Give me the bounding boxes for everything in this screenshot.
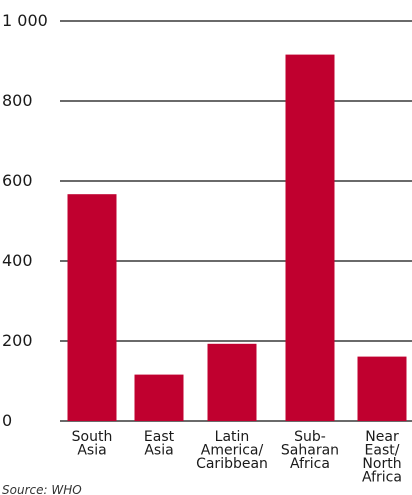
source-note: Source: WHO	[2, 483, 82, 495]
bar	[67, 194, 117, 421]
y-tick-label: 1 000	[2, 11, 48, 30]
y-tick-label: 400	[2, 251, 33, 270]
bars	[67, 54, 407, 421]
category-label: Sub-Saharan Africa	[281, 429, 339, 472]
category-label: East Asia	[144, 429, 175, 459]
bar	[207, 343, 257, 421]
y-tick-label: 200	[2, 331, 33, 350]
y-axis-tick-labels: 0 200 400 600 800 1 000	[2, 11, 48, 430]
y-tick-label: 800	[2, 91, 33, 110]
category-label: South Asia	[72, 429, 113, 459]
category-label: Near East/North Africa	[362, 429, 402, 486]
category-label: Latin America/Caribbean	[196, 429, 268, 472]
x-axis-category-labels: South Asia East Asia Latin America/Caribbean S…	[72, 429, 402, 486]
gridlines	[60, 20, 412, 422]
y-tick-label: 600	[2, 171, 33, 190]
y-tick-label: 0	[2, 411, 12, 430]
bar	[357, 356, 407, 421]
bar	[134, 374, 184, 421]
bar	[285, 54, 335, 421]
